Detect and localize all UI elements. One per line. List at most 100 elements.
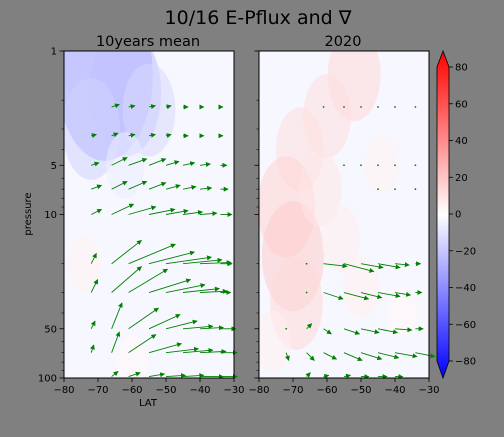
- x-tick-label: −80: [248, 385, 269, 396]
- flux-vector: [415, 352, 436, 359]
- flux-vector: [343, 352, 363, 361]
- flux-vector: [165, 160, 180, 166]
- flux-vector: [414, 106, 417, 108]
- flux-vector: [285, 327, 288, 330]
- flux-vector: [165, 104, 172, 110]
- flux-vector: [182, 210, 203, 215]
- flux-vector: [148, 372, 166, 378]
- flux-vector: [377, 352, 400, 360]
- flux-vector: [182, 347, 214, 354]
- flux-vector: [111, 180, 128, 190]
- panel-2-contours: [259, 51, 418, 373]
- panel-2020: 2020 −80 −70 −60 −50 −40 −30: [248, 34, 440, 396]
- flux-vector: [165, 255, 212, 265]
- colorbar-tick-label: −80: [455, 357, 476, 368]
- flux-vector: [394, 164, 396, 167]
- flux-vector: [148, 278, 192, 293]
- flux-vector: [305, 262, 308, 265]
- flux-vector: [165, 346, 199, 354]
- colorbar: 80 60 40 20 0 −20 −40 −60 −80: [436, 49, 476, 380]
- flux-vector: [199, 211, 218, 217]
- contour-region-5: [106, 132, 145, 199]
- x-tick-label: −50: [350, 385, 371, 396]
- colorbar-tick-label: 60: [455, 99, 468, 110]
- flux-vector: [182, 161, 196, 167]
- x-tick-label: −80: [53, 385, 74, 396]
- flux-vector: [148, 132, 156, 138]
- flux-vector: [199, 185, 213, 191]
- flux-vector: [90, 320, 96, 329]
- x-tick-label: −40: [384, 385, 405, 396]
- x-tick-label: −50: [155, 385, 176, 396]
- flux-vector: [111, 132, 119, 138]
- flux-vector: [323, 292, 344, 300]
- x-tick-label: −70: [87, 385, 108, 396]
- flux-vector: [377, 292, 401, 299]
- flux-vector: [128, 157, 148, 166]
- flux-vector: [148, 207, 176, 215]
- flux-vector: [182, 185, 197, 190]
- flux-vector: [182, 373, 205, 379]
- flux-vector: [111, 371, 119, 377]
- flux-vector: [199, 325, 224, 331]
- flux-vector: [199, 260, 232, 266]
- x-axis-label: LAT: [139, 398, 158, 409]
- colorbar-tick-label: 40: [455, 136, 468, 147]
- flux-vector: [360, 352, 383, 361]
- flux-vector: [128, 307, 159, 330]
- panel-2-y-axis: [254, 50, 259, 379]
- flux-vector: [343, 328, 361, 335]
- flux-vector: [360, 164, 362, 167]
- flux-vector: [360, 263, 384, 270]
- flux-vector: [111, 203, 135, 215]
- panel-1-y-axis: 1 5 10 50 100: [38, 47, 64, 385]
- flux-vector: [165, 184, 181, 190]
- flux-vector: [128, 180, 148, 190]
- flux-vector: [148, 250, 195, 265]
- flux-vector: [377, 263, 401, 270]
- colorbar-tick-label: −20: [455, 246, 476, 257]
- flux-vector: [91, 184, 103, 190]
- contour-region-7: [298, 151, 342, 227]
- flux-vector: [322, 106, 325, 108]
- flux-vector: [128, 205, 157, 215]
- contour-region-10: [364, 136, 399, 195]
- flux-vector: [305, 372, 311, 378]
- x-tick-label: −30: [418, 385, 439, 396]
- flux-vector: [394, 188, 396, 191]
- y-tick-label: 100: [38, 374, 57, 385]
- flux-vector: [128, 334, 157, 354]
- y-tick-label: 10: [44, 210, 57, 221]
- flux-vector: [199, 162, 211, 168]
- flux-vector: [165, 133, 172, 138]
- contour-region-8: [321, 205, 360, 272]
- panel-2-x-axis: −80 −70 −60 −50 −40 −30: [248, 378, 440, 396]
- flux-vector: [394, 291, 412, 297]
- colorbar-tick-label: 0: [455, 210, 461, 221]
- flux-vector: [111, 266, 142, 293]
- flux-vector: [182, 286, 220, 293]
- flux-vector: [165, 283, 206, 293]
- flux-vector: [165, 319, 198, 330]
- flux-vector: [182, 324, 214, 330]
- flux-vector: [90, 344, 95, 353]
- flux-vector: [111, 239, 142, 265]
- colorbar-tick-label: 20: [455, 173, 468, 184]
- flux-vector: [148, 342, 182, 354]
- flux-vector: [377, 328, 398, 335]
- contour-region-7: [116, 335, 148, 378]
- flux-vector: [360, 106, 362, 108]
- flux-vector: [128, 132, 136, 138]
- flux-vector: [414, 188, 417, 191]
- y-tick-label: 5: [51, 161, 57, 172]
- flux-vector: [305, 291, 308, 294]
- colorbar-tick-label: −40: [455, 283, 476, 294]
- x-tick-label: −30: [223, 385, 244, 396]
- flux-vector: [148, 181, 167, 190]
- colorbar-tick-label: −60: [455, 320, 476, 331]
- contour-region-4: [64, 78, 120, 180]
- flux-vector: [148, 314, 181, 330]
- flux-vector: [343, 263, 375, 273]
- flux-vector: [148, 158, 167, 166]
- x-tick-label: −60: [316, 385, 337, 396]
